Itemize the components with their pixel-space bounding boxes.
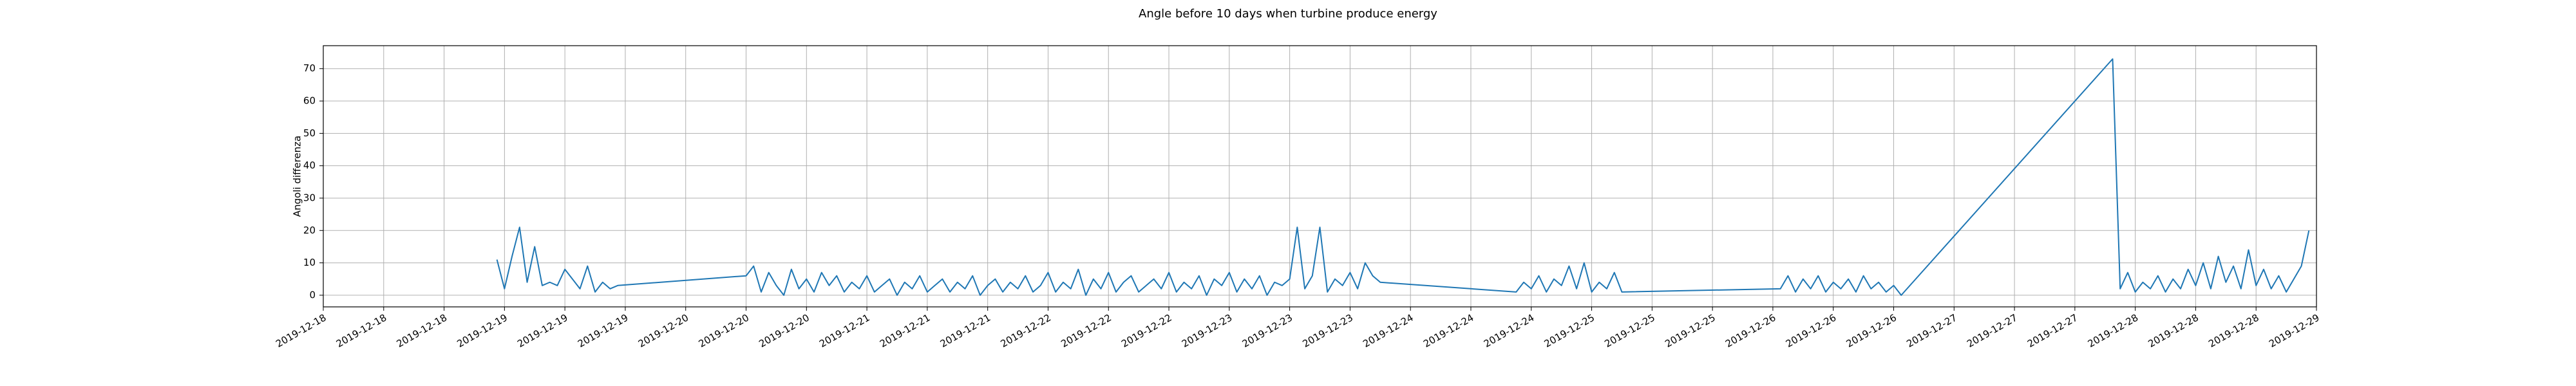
x-tick-label: 2019-12-20 [757,312,811,350]
y-tick-label: 0 [309,289,316,300]
x-tick-label: 2019-12-26 [1723,312,1778,350]
x-tick-label: 2019-12-19 [455,312,509,350]
y-tick-label: 30 [303,192,316,203]
y-tick-label: 40 [303,160,316,171]
y-tick-label: 70 [303,62,316,74]
x-tick-label: 2019-12-27 [2025,312,2080,350]
x-tick-label: 2019-12-18 [395,312,450,350]
x-tick-label: 2019-12-28 [2146,312,2201,350]
x-tick-label: 2019-12-19 [515,312,570,350]
x-tick-label: 2019-12-24 [1361,312,1416,350]
x-tick-label: 2019-12-25 [1542,312,1597,350]
x-tick-label: 2019-12-28 [2206,312,2261,350]
x-tick-label: 2019-12-18 [334,312,389,350]
y-axis-label: Angoli differenza [292,136,303,217]
y-tick-label: 10 [303,257,316,268]
y-tick-label: 50 [303,127,316,139]
x-tick-label: 2019-12-26 [1844,312,1899,350]
data-line [496,58,2310,296]
x-tick-label: 2019-12-22 [1059,312,1113,350]
x-tick-label: 2019-12-18 [274,312,328,350]
y-tick-label: 20 [303,225,316,236]
x-tick-label: 2019-12-23 [1300,312,1355,350]
plot-frame [323,45,2317,308]
x-tick-label: 2019-12-27 [1904,312,1959,350]
x-tick-label: 2019-12-26 [1784,312,1839,350]
x-tick-label: 2019-12-28 [2086,312,2141,350]
x-tick-label: 2019-12-24 [1482,312,1537,350]
x-tick-label: 2019-12-21 [817,312,872,350]
chart-title: Angle before 10 days when turbine produc… [1139,7,1437,21]
x-tick-label: 2019-12-21 [878,312,933,350]
x-tick-label: 2019-12-19 [576,312,630,350]
x-tick-label: 2019-12-24 [1421,312,1476,350]
y-tick-label: 60 [303,95,316,107]
x-tick-label: 2019-12-22 [1119,312,1174,350]
x-tick-label: 2019-12-20 [697,312,752,350]
x-tick-label: 2019-12-23 [1240,312,1295,350]
x-tick-label: 2019-12-25 [1602,312,1657,350]
x-tick-label: 2019-12-21 [938,312,993,350]
x-tick-label: 2019-12-20 [636,312,691,350]
x-tick-label: 2019-12-22 [999,312,1054,350]
x-tick-label: 2019-12-23 [1180,312,1235,350]
x-tick-label: 2019-12-29 [2267,312,2322,350]
x-tick-label: 2019-12-25 [1663,312,1718,350]
x-tick-label: 2019-12-27 [1965,312,2020,350]
